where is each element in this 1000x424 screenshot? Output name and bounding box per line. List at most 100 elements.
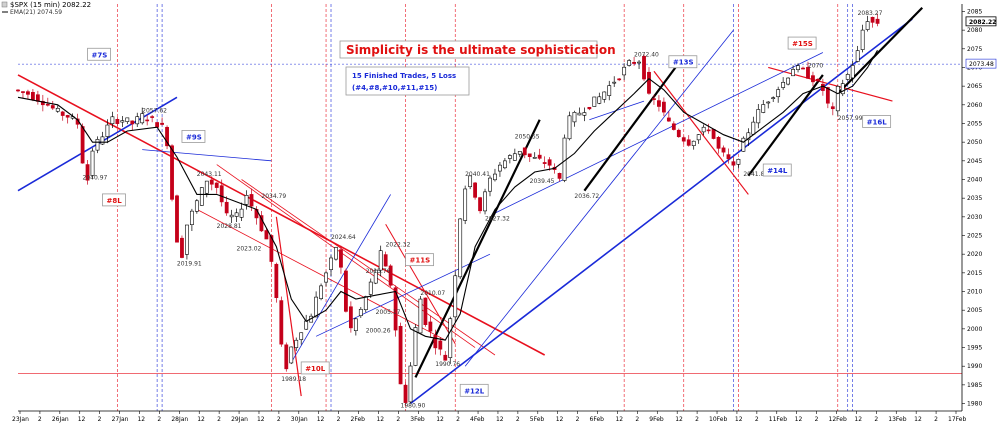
- candle-body: [433, 335, 438, 349]
- candles: [16, 13, 880, 405]
- candle-body: [731, 161, 736, 166]
- trendline: [464, 29, 734, 367]
- candle-body: [820, 83, 825, 91]
- candle-body: [279, 300, 284, 345]
- x-tick-label: 30Jan: [291, 416, 308, 423]
- candle-body: [622, 66, 627, 76]
- trade-callout-box: [181, 130, 206, 143]
- price-label: 2005.17: [376, 309, 401, 316]
- candle-body: [224, 201, 229, 214]
- candle-body: [443, 354, 448, 361]
- candle-body: [95, 139, 100, 151]
- price-label: 2028.81: [217, 223, 242, 230]
- x-tick-label: 12: [496, 416, 504, 423]
- candle-body: [483, 191, 487, 212]
- candle-body: [453, 275, 458, 318]
- candle-body: [756, 109, 761, 124]
- candle-body: [175, 195, 179, 243]
- x-tick-label: 12: [914, 416, 922, 423]
- x-tick-label: 28Jan: [171, 416, 188, 423]
- candle-body: [115, 119, 120, 124]
- candle-body: [249, 194, 254, 207]
- candle-body: [617, 78, 622, 81]
- trade-callout-label: #15S: [792, 40, 813, 48]
- price-label: 2039.45: [530, 178, 555, 185]
- candle-body: [766, 101, 771, 104]
- candle-body: [816, 78, 820, 82]
- candle-body: [50, 105, 55, 109]
- candle-body: [825, 87, 830, 104]
- trendline: [216, 164, 476, 348]
- candle-body: [314, 296, 319, 318]
- trendline: [414, 119, 541, 378]
- candle-body: [741, 137, 746, 152]
- x-tick-label: 12: [197, 416, 205, 423]
- y-tick-label: 2010: [967, 289, 982, 296]
- y-tick-label: 2060: [967, 102, 982, 109]
- trade-callout-box: [862, 115, 892, 128]
- candle-body: [324, 272, 328, 283]
- x-tick-label: 12: [735, 416, 743, 423]
- candle-body: [597, 96, 602, 104]
- x-tick-label: 5Feb: [530, 416, 545, 423]
- candle-body: [468, 175, 473, 188]
- candle-body: [637, 61, 641, 64]
- candle-body: [239, 208, 244, 218]
- x-tick-label: 12: [376, 416, 384, 423]
- candle-body: [681, 137, 686, 142]
- trendline: [837, 6, 924, 95]
- candle-body: [840, 83, 845, 95]
- candle-body: [870, 16, 875, 23]
- candle-body: [691, 140, 696, 146]
- candle-body: [463, 188, 468, 221]
- x-tick-label: 3Feb: [410, 416, 425, 423]
- symbol-header: $SPX (15 min) 2082.22: [10, 1, 91, 9]
- candle-body: [204, 180, 209, 194]
- trades-note-line2: (#4,#8,#10,#11,#15): [352, 84, 437, 92]
- candle-body: [493, 173, 497, 181]
- x-tick-label: 2: [38, 416, 42, 423]
- candle-body: [587, 106, 592, 110]
- candle-body: [801, 67, 805, 70]
- price-label: 2024.64: [331, 234, 356, 241]
- candle-body: [269, 235, 274, 262]
- candle-body: [602, 91, 607, 100]
- x-tick-label: 29Jan: [231, 416, 248, 423]
- trades-note-box: [345, 66, 470, 96]
- trade-callout-box: [668, 55, 698, 69]
- candle-body: [100, 136, 105, 145]
- candle-body: [761, 104, 766, 113]
- candle-body: [199, 187, 204, 206]
- trade-callout-label: #14L: [767, 167, 788, 175]
- candle-body: [21, 91, 25, 93]
- candle-body: [65, 115, 70, 118]
- candle-body: [791, 69, 795, 77]
- candle-body: [676, 129, 681, 138]
- candle-body: [413, 327, 418, 366]
- candle-body: [55, 107, 60, 112]
- candle-body: [334, 247, 338, 260]
- trendline: [768, 66, 893, 102]
- trade-callout-label: #10L: [305, 365, 326, 373]
- candle-body: [145, 119, 150, 122]
- x-tick-label: 9Feb: [649, 416, 664, 423]
- candle-body: [348, 306, 353, 329]
- candle-body: [428, 321, 433, 332]
- legend-menu-icon[interactable]: [1, 1, 8, 8]
- candle-body: [771, 97, 776, 99]
- price-label: 2072.40: [634, 51, 659, 58]
- candle-body: [488, 177, 492, 192]
- candle-body: [423, 297, 428, 325]
- x-tick-label: 12: [675, 416, 683, 423]
- trade-annotations: #7S #8L #9S #10L #11S #12L #13S #14L #15S #16L: [87, 36, 892, 397]
- y-tick-label: 1985: [967, 382, 982, 389]
- candle-body: [135, 116, 140, 125]
- price-label: 2036.72: [574, 193, 599, 200]
- trade-callout-box: [87, 47, 111, 61]
- candle-body: [671, 123, 676, 130]
- y-tick-label: 2025: [967, 233, 982, 240]
- candle-body: [875, 18, 880, 24]
- candle-body: [120, 120, 125, 123]
- x-tick-label: 12: [257, 416, 265, 423]
- candle-body: [304, 320, 309, 330]
